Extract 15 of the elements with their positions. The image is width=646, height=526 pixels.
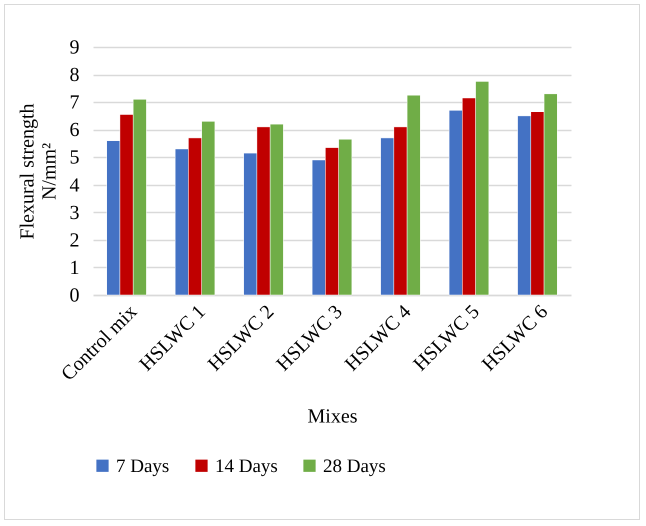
y-tick-label: 4 (70, 174, 80, 196)
y-axis-title: Flexural strength N/mm² (16, 103, 60, 240)
legend-label: 14 Days (215, 456, 278, 477)
x-axis-title: Mixes (308, 405, 358, 428)
y-tick-label: 3 (70, 202, 80, 224)
y-tick-label: 0 (70, 284, 80, 306)
legend-label: 28 Days (323, 456, 386, 477)
y-tick-label: 7 (70, 92, 80, 114)
legend-label: 7 Days (116, 456, 170, 477)
y-tick-label: 6 (70, 119, 80, 142)
y-tick-label: 1 (70, 256, 80, 279)
y-tick-label: 9 (70, 36, 80, 58)
y-tick-label: 5 (70, 146, 80, 169)
y-tick-label: 2 (70, 229, 80, 252)
y-tick-label: 8 (70, 64, 80, 86)
